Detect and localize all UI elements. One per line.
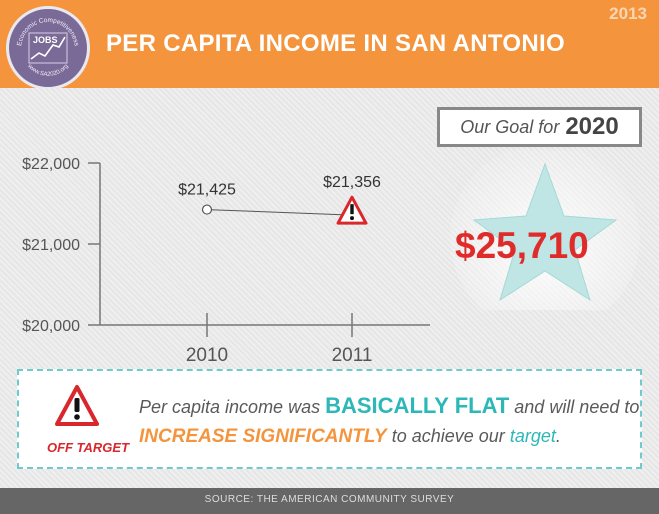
- off-target-label: OFF TARGET: [46, 440, 130, 455]
- svg-text:www.SA2020.org: www.SA2020.org: [26, 63, 70, 78]
- page-title: PER CAPITA INCOME IN SAN ANTONIO: [106, 30, 565, 57]
- report-year: 2013: [609, 4, 647, 23]
- goal-star-icon: [450, 150, 640, 310]
- data-label-1: $21,356: [323, 174, 381, 191]
- badge-bottom-text: www.SA2020.org: [26, 63, 70, 78]
- x-tick-label-0: 2010: [186, 345, 228, 366]
- goal-label: Our Goal for: [460, 116, 560, 137]
- goal-box: Our Goal for 2020: [437, 107, 642, 147]
- jobs-line-graph-icon: Economic Competitiveness www.SA2020.org …: [16, 17, 80, 78]
- badge-word: JOBS: [33, 35, 58, 45]
- header-banner: Economic Competitiveness www.SA2020.org …: [0, 0, 659, 90]
- y-tick-label-0: $20,000: [22, 318, 80, 335]
- sa2020-badge: Economic Competitiveness www.SA2020.org …: [6, 6, 90, 90]
- note-highlight-increase: INCREASE SIGNIFICANTLY: [139, 426, 387, 447]
- data-point-1-warning-icon: [336, 195, 368, 225]
- source-text: SOURCE: THE AMERICAN COMMUNITY SURVEY: [204, 494, 455, 505]
- note-text-1b: and will need to: [514, 397, 640, 417]
- note-target-word: target: [509, 426, 556, 446]
- data-label-0: $21,425: [178, 182, 236, 199]
- note-period: .: [555, 426, 561, 446]
- status-note: OFF TARGET Per capita income was BASICAL…: [17, 369, 642, 469]
- series-line: [206, 209, 353, 216]
- note-text-1a: Per capita income was: [139, 397, 321, 417]
- note-highlight-flat: BASICALLY FLAT: [325, 393, 510, 418]
- note-line-2: INCREASE SIGNIFICANTLY to achieve our ta…: [139, 426, 561, 448]
- note-line-1: Per capita income was BASICALLY FLAT and…: [139, 393, 639, 419]
- x-tick-label-1: 2011: [332, 345, 373, 366]
- y-tick-label-2: $22,000: [22, 156, 80, 173]
- note-text-2a: to achieve our: [391, 426, 505, 446]
- warning-icon: [55, 385, 99, 426]
- footer-bar: SOURCE: THE AMERICAN COMMUNITY SURVEY: [0, 488, 659, 514]
- goal-value: $25,710: [455, 225, 589, 266]
- data-point-0: [201, 204, 213, 215]
- y-tick-label-1: $21,000: [22, 237, 80, 254]
- goal-year: 2020: [565, 113, 619, 140]
- income-line-chart: $20,000 $21,000 $22,000 2010 2011 $21,425 $21,…: [22, 156, 430, 366]
